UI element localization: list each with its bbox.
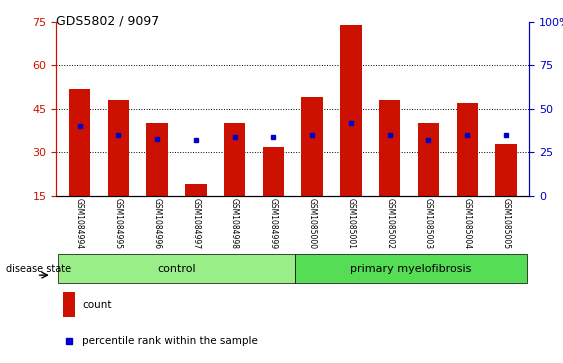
Text: GSM1084998: GSM1084998 — [230, 198, 239, 249]
Bar — [69, 89, 90, 196]
Text: GSM1085001: GSM1085001 — [346, 198, 355, 249]
Text: GSM1085005: GSM1085005 — [502, 198, 511, 249]
Bar — [301, 97, 323, 196]
Bar — [340, 25, 361, 196]
Text: GSM1084997: GSM1084997 — [191, 198, 200, 249]
Text: control: control — [157, 264, 196, 274]
Bar — [495, 144, 517, 196]
Text: disease state: disease state — [6, 264, 71, 274]
Bar — [146, 123, 168, 196]
Bar — [58, 254, 294, 283]
Bar — [108, 100, 129, 196]
Bar — [418, 123, 439, 196]
Text: percentile rank within the sample: percentile rank within the sample — [82, 336, 258, 346]
Bar — [185, 184, 207, 196]
Bar — [224, 123, 245, 196]
Text: count: count — [82, 300, 112, 310]
Text: GSM1084996: GSM1084996 — [153, 198, 162, 249]
Text: GSM1085004: GSM1085004 — [463, 198, 472, 249]
Bar — [64, 292, 75, 317]
Bar — [457, 103, 478, 196]
Text: GSM1085003: GSM1085003 — [424, 198, 433, 249]
Text: GSM1085000: GSM1085000 — [307, 198, 316, 249]
Bar — [263, 147, 284, 196]
Bar — [379, 100, 400, 196]
Text: primary myelofibrosis: primary myelofibrosis — [350, 264, 472, 274]
Text: GDS5802 / 9097: GDS5802 / 9097 — [56, 15, 159, 28]
Bar — [294, 254, 528, 283]
Text: GSM1084995: GSM1084995 — [114, 198, 123, 249]
Text: GSM1084994: GSM1084994 — [75, 198, 84, 249]
Text: GSM1085002: GSM1085002 — [385, 198, 394, 249]
Text: GSM1084999: GSM1084999 — [269, 198, 278, 249]
